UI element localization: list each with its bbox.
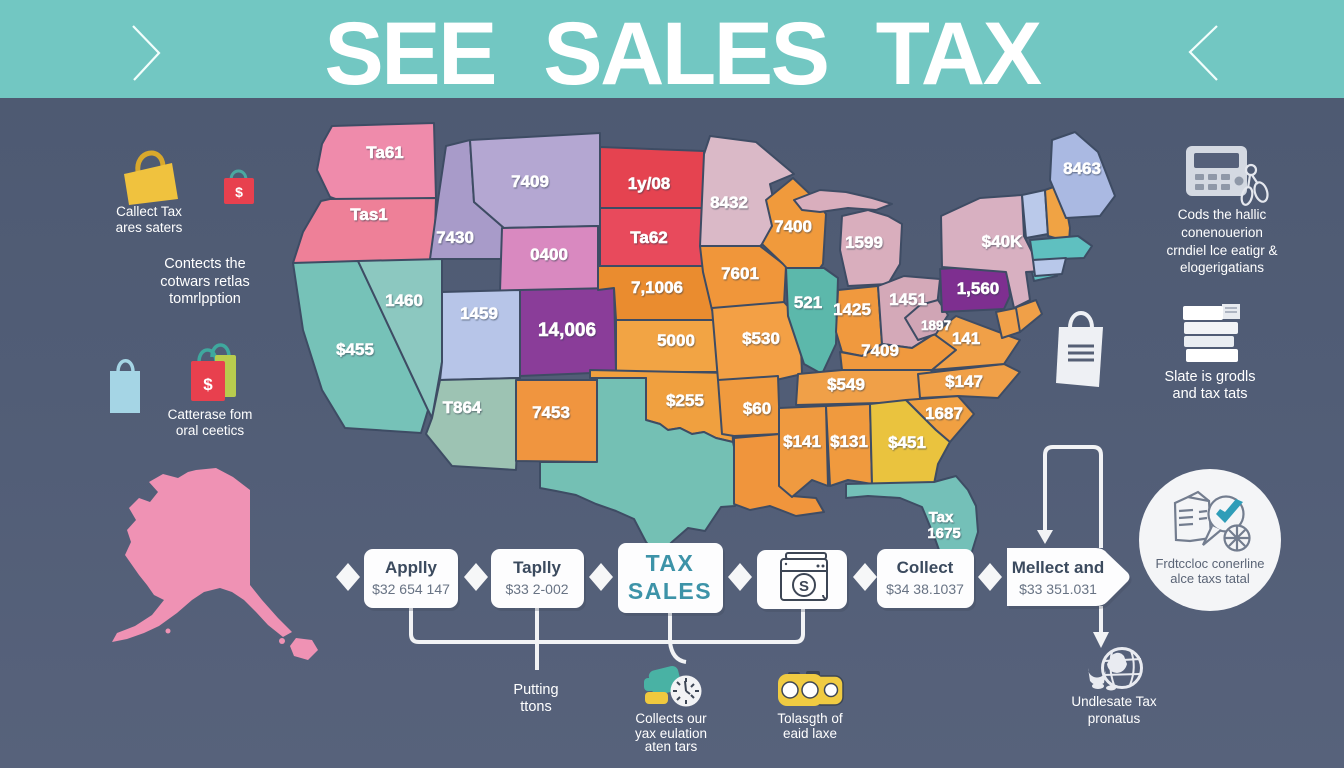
svg-text:$33 351.031: $33 351.031 xyxy=(1019,581,1097,597)
svg-text:cotwars retlas: cotwars retlas xyxy=(160,274,249,290)
svg-text:$: $ xyxy=(203,375,213,394)
svg-text:$33 2-002: $33 2-002 xyxy=(505,581,568,597)
svg-text:8432: 8432 xyxy=(710,193,748,212)
svg-text:$255: $255 xyxy=(666,391,704,410)
svg-text:521: 521 xyxy=(794,293,822,312)
svg-text:pronatus: pronatus xyxy=(1088,711,1141,726)
svg-text:1897: 1897 xyxy=(921,318,951,333)
svg-text:$455: $455 xyxy=(336,340,374,359)
svg-text:1y/08: 1y/08 xyxy=(628,174,671,193)
svg-text:$147: $147 xyxy=(945,372,983,391)
svg-text:Putting: Putting xyxy=(513,682,558,698)
svg-text:5000: 5000 xyxy=(657,331,695,350)
svg-text:Contects the: Contects the xyxy=(164,256,245,272)
svg-text:141: 141 xyxy=(952,329,980,348)
svg-text:Ta62: Ta62 xyxy=(630,228,668,247)
svg-text:Cods the hallic: Cods the hallic xyxy=(1178,207,1267,222)
svg-text:$530: $530 xyxy=(742,329,780,348)
svg-text:7400: 7400 xyxy=(774,217,812,236)
svg-text:Tas1: Tas1 xyxy=(350,205,388,224)
svg-text:1451: 1451 xyxy=(889,290,927,309)
svg-text:Tolasgth of: Tolasgth of xyxy=(777,711,843,726)
svg-text:7601: 7601 xyxy=(721,264,759,283)
svg-text:Slate is grodls: Slate is grodls xyxy=(1164,369,1255,385)
svg-text:yax eulation: yax eulation xyxy=(635,726,707,741)
svg-text:alce taxs tatal: alce taxs tatal xyxy=(1170,571,1250,586)
svg-text:1599: 1599 xyxy=(845,233,883,252)
svg-text:0400: 0400 xyxy=(530,245,568,264)
svg-text:Callect Tax: Callect Tax xyxy=(116,204,182,219)
svg-text:conenouerion: conenouerion xyxy=(1181,225,1263,240)
svg-text:$451: $451 xyxy=(888,433,926,452)
svg-text:Frdtccloc conerline: Frdtccloc conerline xyxy=(1155,556,1264,571)
svg-text:14,006: 14,006 xyxy=(538,320,596,341)
svg-text:elogerigatians: elogerigatians xyxy=(1180,260,1264,275)
svg-text:$: $ xyxy=(235,184,243,200)
svg-text:Catterase fom: Catterase fom xyxy=(168,407,253,422)
svg-text:7409: 7409 xyxy=(511,172,549,191)
svg-text:ares saters: ares saters xyxy=(116,220,183,235)
svg-text:1459: 1459 xyxy=(460,304,498,323)
svg-text:$34 38.1037: $34 38.1037 xyxy=(886,581,964,597)
svg-text:1,560: 1,560 xyxy=(957,279,1000,298)
svg-text:S: S xyxy=(799,578,809,595)
svg-text:TAX: TAX xyxy=(646,550,695,576)
svg-text:SEE SALES TAX: SEE SALES TAX xyxy=(324,3,1041,103)
svg-text:T864: T864 xyxy=(443,398,482,417)
svg-text:Taplly: Taplly xyxy=(513,558,561,577)
svg-text:tomrlpption: tomrlpption xyxy=(169,291,241,307)
svg-text:aten tars: aten tars xyxy=(645,739,698,754)
svg-text:Collects our: Collects our xyxy=(635,711,707,726)
svg-text:Ta61: Ta61 xyxy=(366,143,404,162)
svg-text:7,1006: 7,1006 xyxy=(631,278,683,297)
svg-text:1425: 1425 xyxy=(833,300,871,319)
svg-text:7430: 7430 xyxy=(436,228,474,247)
svg-text:8463: 8463 xyxy=(1063,159,1101,178)
svg-text:Tax: Tax xyxy=(929,509,954,526)
svg-text:oral ceetics: oral ceetics xyxy=(176,423,245,438)
svg-text:$141: $141 xyxy=(783,432,821,451)
svg-text:SALES: SALES xyxy=(628,578,712,604)
svg-text:crndiel lce eatigr &: crndiel lce eatigr & xyxy=(1166,243,1277,258)
svg-text:1687: 1687 xyxy=(925,404,963,423)
svg-text:$32 654 147: $32 654 147 xyxy=(372,581,450,597)
svg-text:Mellect and: Mellect and xyxy=(1012,558,1105,577)
svg-text:7453: 7453 xyxy=(532,403,570,422)
svg-text:and tax tats: and tax tats xyxy=(1173,386,1248,402)
svg-text:eaid laxe: eaid laxe xyxy=(783,726,837,741)
svg-text:1675: 1675 xyxy=(927,525,960,542)
svg-text:Applly: Applly xyxy=(385,558,437,577)
svg-text:$131: $131 xyxy=(830,432,868,451)
svg-text:1460: 1460 xyxy=(385,291,423,310)
svg-text:7409: 7409 xyxy=(861,341,899,360)
svg-text:ttons: ttons xyxy=(520,699,551,715)
svg-text:Undlesate Tax: Undlesate Tax xyxy=(1071,694,1157,709)
svg-text:$40K: $40K xyxy=(982,232,1023,251)
svg-text:$60: $60 xyxy=(743,399,771,418)
svg-text:$549: $549 xyxy=(827,375,865,394)
svg-text:Collect: Collect xyxy=(897,558,954,577)
